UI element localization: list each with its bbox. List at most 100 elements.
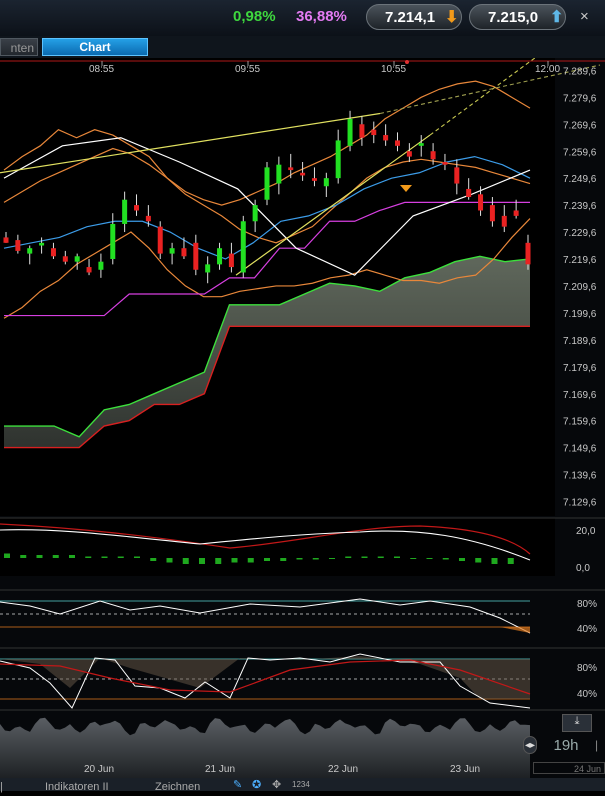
histogram-bar (296, 558, 303, 560)
histogram-bar (459, 558, 465, 561)
macd-line (0, 529, 531, 561)
y-tick-label: 7.239,6 (563, 201, 597, 212)
histogram-bar (134, 556, 140, 558)
candle (193, 242, 199, 270)
candle (418, 143, 424, 146)
counter-icon[interactable]: 1234 (292, 780, 310, 789)
bottom-toolbar: | Indikatoren II Zeichnen ✎ ✪ ✥ 1234 (0, 778, 605, 793)
candle (406, 151, 412, 157)
y-tick-label: 7.189,6 (563, 336, 597, 347)
candle (98, 261, 104, 270)
candle (134, 205, 139, 211)
timeframe-label[interactable]: 19h (553, 737, 579, 754)
x-tick-label: 21 Jun (205, 764, 235, 775)
candle (430, 151, 436, 160)
y-tick-label: 7.269,6 (563, 120, 597, 131)
settings-icon[interactable]: ✪ (252, 779, 262, 791)
candle (252, 205, 258, 222)
osc-tick-label: 80% (577, 663, 597, 674)
histogram-bar (410, 558, 417, 559)
drag-icon[interactable]: ✥ (272, 779, 282, 791)
pan-icon[interactable]: ◂▸ (523, 736, 537, 754)
y-tick-label: 7.149,6 (563, 444, 597, 455)
y-tick-label: 7.219,6 (563, 255, 597, 266)
tenkan-line (3, 155, 531, 260)
candle (395, 140, 400, 146)
histogram-bar (475, 558, 482, 563)
candle (311, 178, 317, 181)
signal-marker (400, 185, 412, 192)
date-navigator[interactable]: 24 Jun (533, 762, 605, 774)
candle (86, 267, 92, 273)
y-tick-label: 7.139,6 (563, 471, 597, 482)
histogram-bar (150, 558, 157, 561)
scroll-end-icon[interactable]: ⤓ (562, 714, 592, 732)
chart-area[interactable]: 20,0 0,0 80% 40% 80% 40% 20 Jun 21 Jun 22 Jun… (0, 58, 605, 778)
bottom-tab-indicators[interactable]: Indikatoren II (45, 781, 109, 793)
time-tick-label: 12:00 (535, 64, 560, 75)
candle (110, 223, 116, 259)
pen-icon[interactable]: ✎ (233, 779, 243, 791)
histogram-bar (69, 555, 75, 558)
trend-line-1 (0, 112, 381, 174)
x-tick-label: 20 Jun (84, 764, 114, 775)
cloud-green-line (4, 255, 531, 438)
histogram-bar (182, 558, 189, 564)
candle (513, 210, 519, 216)
time-tick-label: 08:55 (89, 64, 114, 75)
panel-bg (0, 518, 555, 576)
stoch-line (0, 598, 531, 634)
osc-tick-label: 80% (577, 599, 597, 610)
y-tick-label: 7.279,6 (563, 93, 597, 104)
signal-line (0, 523, 531, 555)
bottom-tab-draw[interactable]: Zeichnen (155, 781, 201, 793)
candle (335, 140, 341, 179)
histogram-bar (329, 558, 335, 559)
histogram-bar (491, 558, 498, 564)
tab-bar: nten Chart (0, 36, 605, 58)
candle (228, 253, 234, 268)
close-icon[interactable]: × (580, 8, 589, 25)
candle (74, 256, 80, 262)
candle (157, 226, 163, 254)
candle (169, 248, 175, 254)
histogram-bar (166, 558, 173, 563)
histogram-bar (361, 556, 368, 558)
buy-price: 7.215,0 (488, 9, 539, 26)
candle (50, 248, 56, 257)
candle (276, 164, 282, 184)
histogram-bar (215, 558, 222, 564)
cloud-red-line (4, 325, 530, 449)
histogram-bar (20, 555, 27, 558)
candle (122, 199, 128, 224)
kijun-line (4, 201, 530, 317)
osc-tick-label: 20,0 (576, 526, 596, 537)
candle (205, 264, 211, 273)
candle (371, 129, 377, 136)
time-marker (405, 60, 409, 64)
y-tick-label: 7.289,6 (563, 66, 597, 77)
tab-chart[interactable]: Chart (42, 38, 148, 56)
stoch-d-line (0, 659, 531, 695)
price-chart (0, 58, 605, 449)
histogram-bar (394, 556, 400, 558)
histogram-bar (231, 558, 238, 563)
volume-area (0, 717, 530, 778)
bollinger-lower-line (3, 218, 531, 319)
x-tick-label: 23 Jun (450, 764, 480, 775)
histogram-bar (101, 556, 108, 558)
histogram-bar (264, 558, 270, 561)
sentiment-percent: 36,88% (296, 8, 347, 25)
buy-button[interactable]: 7.215,0 ⬆ (469, 4, 566, 30)
histogram-bar (377, 556, 384, 558)
tab-partial[interactable]: nten (0, 38, 38, 56)
y-tick-label: 7.199,6 (563, 309, 597, 320)
sell-button[interactable]: 7.214,1 ⬇ (366, 4, 462, 30)
candle (39, 242, 45, 246)
bottom-tab-stub[interactable]: | (0, 781, 3, 793)
arrow-up-icon: ⬆ (550, 9, 564, 26)
oscillator-panel-3: 80% 40% (0, 647, 605, 709)
y-tick-label: 7.159,6 (563, 417, 597, 428)
chikou-line (3, 137, 531, 276)
histogram-bar (36, 555, 43, 558)
